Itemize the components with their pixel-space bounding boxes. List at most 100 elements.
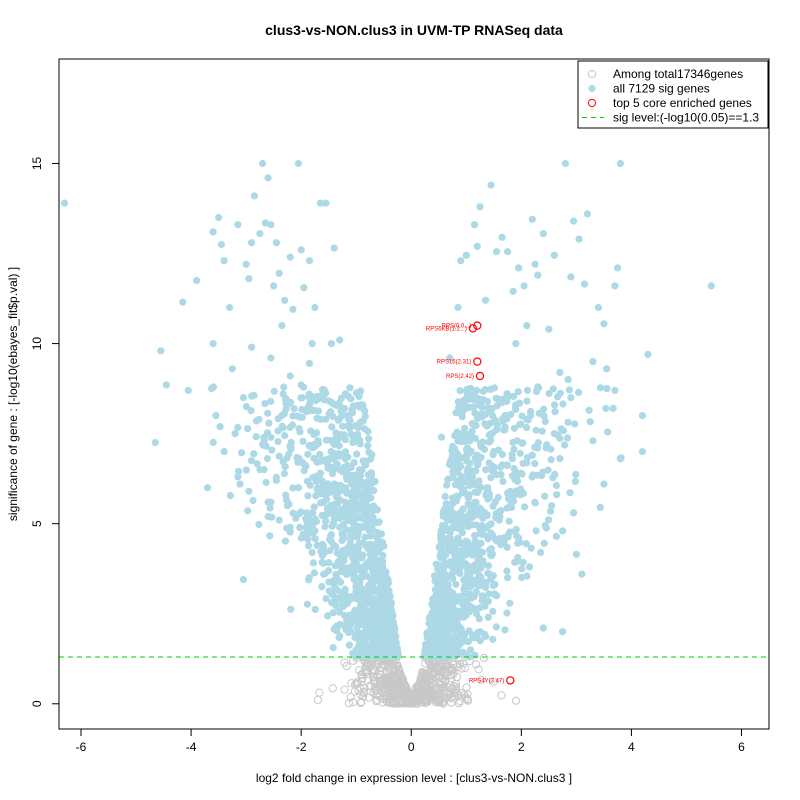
- sig-point: [430, 572, 439, 580]
- sig-point: [422, 640, 430, 649]
- sig-point: [305, 359, 313, 367]
- sig-point: [351, 507, 359, 515]
- sig-point: [575, 235, 583, 243]
- nonsig-point: [418, 680, 427, 689]
- sig-point: [322, 436, 330, 444]
- sig-point: [275, 516, 283, 524]
- sig-point: [550, 430, 558, 438]
- sig-point: [484, 613, 492, 621]
- sig-point: [510, 424, 518, 432]
- sig-point: [534, 439, 543, 447]
- nonsig-point: [373, 672, 382, 681]
- sig-point: [442, 524, 450, 532]
- sig-point: [346, 540, 354, 548]
- sig-point: [366, 527, 374, 536]
- sig-point: [311, 527, 319, 535]
- sig-point: [556, 389, 564, 397]
- sig-point: [349, 525, 357, 533]
- sig-point: [589, 358, 597, 366]
- sig-point: [355, 390, 363, 398]
- sig-point: [285, 450, 293, 458]
- sig-point: [458, 409, 466, 417]
- sig-point: [487, 474, 495, 482]
- sig-point: [534, 271, 542, 279]
- legend-label-top: top 5 core enriched genes: [613, 96, 752, 110]
- sig-point: [471, 531, 479, 540]
- sig-point: [464, 574, 473, 582]
- sig-point: [209, 228, 217, 236]
- nonsig-point: [413, 681, 422, 690]
- sig-point: [538, 427, 546, 435]
- nonsig-point: [381, 660, 390, 669]
- nonsig-point: [344, 699, 353, 708]
- sig-point: [540, 539, 548, 547]
- sig-point: [330, 244, 338, 252]
- sig-point: [564, 418, 572, 426]
- sig-point: [327, 538, 335, 546]
- sig-point: [561, 441, 569, 449]
- sig-point: [322, 517, 330, 525]
- sig-point: [472, 498, 480, 506]
- sig-point: [556, 434, 564, 442]
- sig-point: [501, 426, 509, 434]
- sig-point: [369, 574, 377, 582]
- sig-point: [368, 615, 376, 623]
- sig-point: [442, 500, 450, 508]
- sig-point: [351, 633, 359, 642]
- sig-point: [363, 634, 371, 642]
- sig-point: [209, 383, 217, 391]
- sig-point: [571, 420, 579, 428]
- sig-point: [464, 523, 472, 531]
- sig-point: [487, 575, 495, 583]
- sig-point: [443, 598, 451, 606]
- nonsig-point: [375, 673, 384, 683]
- sig-point: [559, 427, 568, 435]
- sig-point: [328, 423, 336, 431]
- top-gene-point: [473, 321, 482, 330]
- sig-point: [346, 384, 354, 392]
- sig-point: [473, 559, 481, 567]
- sig-point: [338, 404, 346, 412]
- sig-point: [283, 496, 291, 504]
- nonsig-point: [397, 673, 407, 682]
- sig-point: [280, 470, 288, 478]
- sig-point: [521, 503, 529, 511]
- legend-marker-sig: [588, 84, 596, 93]
- nonsig-point: [418, 686, 427, 695]
- sig-point: [481, 602, 489, 610]
- nonsig-point: [434, 696, 443, 705]
- sig-point: [455, 555, 463, 563]
- top-gene-label: RPS16(2.31): [437, 360, 472, 366]
- sig-point: [245, 275, 253, 283]
- sig-point: [303, 509, 311, 517]
- sig-point: [317, 415, 325, 423]
- sig-point: [454, 534, 462, 542]
- sig-point: [261, 219, 269, 227]
- nonsig-point: [440, 683, 449, 692]
- sig-point: [498, 450, 506, 459]
- sig-point: [609, 404, 617, 412]
- sig-point: [325, 578, 333, 586]
- sig-point: [484, 535, 492, 543]
- sig-point: [329, 519, 338, 527]
- sig-point: [263, 455, 271, 463]
- sig-point: [322, 594, 330, 603]
- sig-point: [432, 628, 440, 636]
- sig-point: [332, 594, 340, 602]
- sig-point: [488, 404, 496, 413]
- sig-point: [496, 463, 505, 471]
- sig-point: [357, 617, 366, 625]
- sig-point: [322, 415, 330, 423]
- sig-point: [468, 507, 476, 515]
- sig-point: [344, 464, 352, 472]
- sig-point: [473, 451, 481, 459]
- sig-point: [556, 368, 564, 376]
- sig-point: [356, 563, 364, 571]
- nonsig-point: [437, 666, 446, 675]
- sig-point: [441, 559, 449, 567]
- sig-point: [446, 642, 454, 650]
- nonsig-point: [447, 685, 457, 694]
- sig-point: [462, 386, 470, 394]
- nonsig-point: [346, 693, 355, 702]
- nonsig-point: [370, 684, 379, 693]
